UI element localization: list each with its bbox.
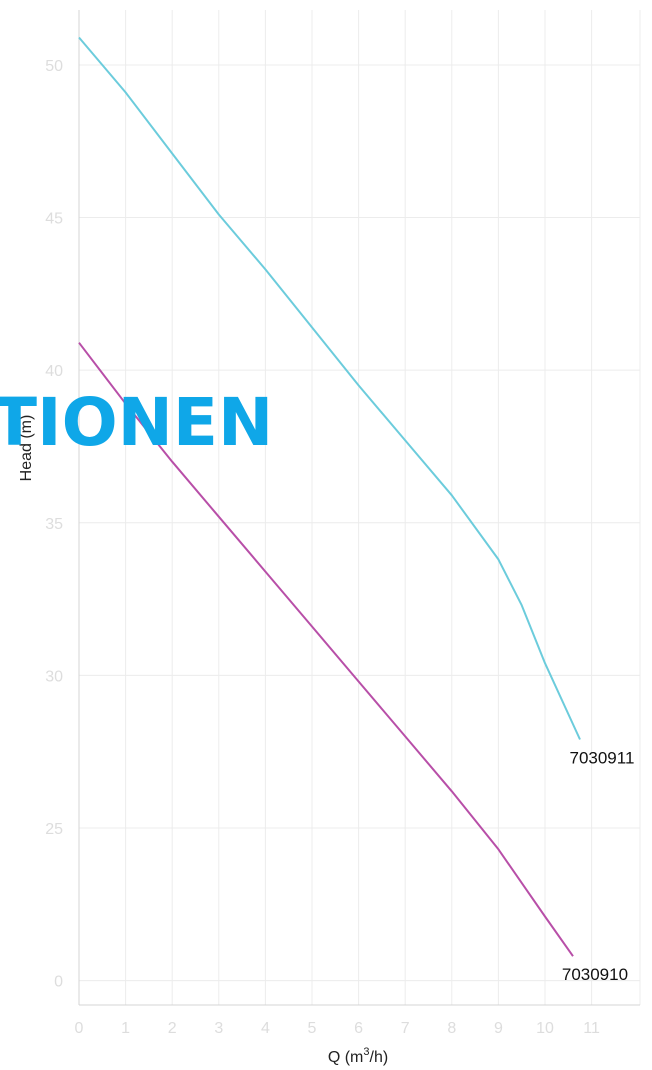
x-tick-label: 1 <box>121 1020 130 1037</box>
y-tick-label: 45 <box>45 211 63 228</box>
series-label-7030910: 7030910 <box>562 965 628 984</box>
x-tick-label: 0 <box>75 1020 84 1037</box>
y-axis-label: Head (m) <box>18 415 35 482</box>
x-tick-label: 2 <box>168 1020 177 1037</box>
series-line-7030910 <box>78 342 574 957</box>
x-tick-label: 4 <box>261 1020 270 1037</box>
x-tick-label: 11 <box>583 1020 600 1037</box>
x-tick-label: 7 <box>401 1020 410 1037</box>
y-tick-label: 30 <box>45 668 63 685</box>
axes <box>78 10 640 1006</box>
x-tick-label: 6 <box>354 1020 363 1037</box>
grid <box>79 10 641 1005</box>
y-tick-label: 0 <box>54 974 63 991</box>
y-tick-label: 40 <box>45 363 63 380</box>
x-tick-label: 8 <box>447 1020 456 1037</box>
series-line-7030911 <box>78 36 581 740</box>
x-tick-label: 5 <box>308 1020 317 1037</box>
series-label-7030911: 7030911 <box>569 748 634 767</box>
x-tick-label: 9 <box>494 1020 503 1037</box>
x-axis-label: Q (m3/h) <box>328 1046 388 1066</box>
y-tick-label: 50 <box>45 58 63 75</box>
series-labels: 7030911 7030910 <box>562 748 635 984</box>
x-tick-labels: 0 1 2 3 4 5 6 7 8 9 10 11 <box>75 1020 600 1037</box>
x-tick-label: 10 <box>536 1020 554 1037</box>
y-tick-label: 25 <box>45 821 63 838</box>
y-tick-labels: 0 25 30 35 40 45 50 <box>45 58 63 991</box>
watermark-text: TIONEN <box>0 384 273 461</box>
series-lines <box>78 36 581 957</box>
y-tick-label: 35 <box>45 516 63 533</box>
x-tick-label: 3 <box>214 1020 223 1037</box>
